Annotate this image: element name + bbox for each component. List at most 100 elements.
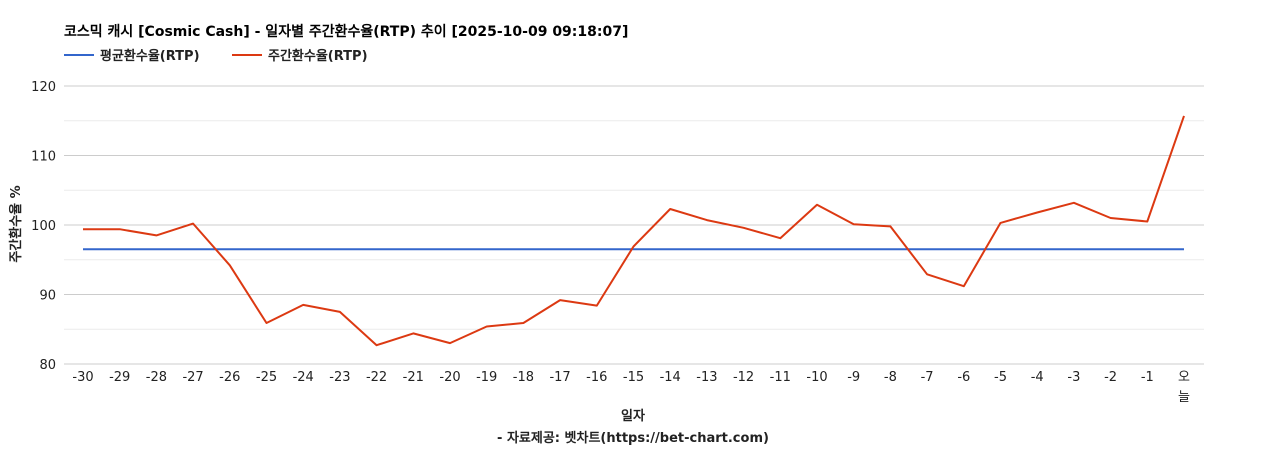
average-data-point[interactable] bbox=[1069, 244, 1079, 254]
weekly-data-point[interactable] bbox=[1142, 217, 1152, 227]
average-data-point[interactable] bbox=[1106, 244, 1116, 254]
series-line-weekly[interactable] bbox=[83, 115, 1185, 347]
weekly-data-point[interactable] bbox=[262, 318, 272, 328]
average-data-point[interactable] bbox=[262, 244, 272, 254]
x-tick-label: -16 bbox=[586, 370, 607, 385]
weekly-data-point[interactable] bbox=[922, 269, 932, 279]
average-data-point[interactable] bbox=[959, 244, 969, 254]
weekly-data-point[interactable] bbox=[592, 301, 602, 311]
weekly-data-point[interactable] bbox=[849, 219, 859, 229]
average-data-point[interactable] bbox=[812, 244, 822, 254]
average-data-point[interactable] bbox=[1179, 244, 1189, 254]
x-tick-label: -6 bbox=[957, 370, 970, 385]
average-data-point[interactable] bbox=[1142, 244, 1152, 254]
average-data-point[interactable] bbox=[408, 244, 418, 254]
average-data-point[interactable] bbox=[996, 244, 1006, 254]
x-tick-label: -19 bbox=[476, 370, 497, 385]
weekly-data-point[interactable] bbox=[482, 321, 492, 331]
weekly-data-point[interactable] bbox=[775, 233, 785, 243]
x-tick-label: -22 bbox=[366, 370, 387, 385]
x-tick-label: -14 bbox=[660, 370, 681, 385]
x-axis-title: 일자 bbox=[621, 409, 645, 424]
average-data-point[interactable] bbox=[775, 244, 785, 254]
x-axis-ticks: -30 -29 -28 -27 -26 -25 -24 -23 -22 -21 -20 -19 -18-… bbox=[72, 370, 1190, 405]
average-data-point[interactable] bbox=[885, 244, 895, 254]
x-tick-label: -18 bbox=[513, 370, 534, 385]
weekly-data-point[interactable] bbox=[1032, 207, 1042, 217]
weekly-data-point[interactable] bbox=[629, 242, 639, 252]
average-data-point[interactable] bbox=[151, 244, 161, 254]
weekly-data-point[interactable] bbox=[812, 200, 822, 210]
x-tick-label: -11 bbox=[770, 370, 791, 385]
data-credit: - 자료제공: 벳차트(https://bet-chart.com) bbox=[497, 430, 769, 446]
weekly-data-point[interactable] bbox=[702, 215, 712, 225]
x-tick-label: -10 bbox=[806, 370, 827, 385]
legend-item-average[interactable]: 평균환수율(RTP) bbox=[64, 48, 200, 64]
weekly-data-point[interactable] bbox=[885, 221, 895, 231]
average-data-point[interactable] bbox=[372, 244, 382, 254]
x-tick-label: -9 bbox=[847, 370, 860, 385]
x-tick-label: -21 bbox=[403, 370, 424, 385]
weekly-data-point[interactable] bbox=[1179, 111, 1189, 121]
weekly-data-point[interactable] bbox=[298, 300, 308, 310]
weekly-data-point[interactable] bbox=[151, 230, 161, 240]
gridlines bbox=[64, 85, 1204, 365]
x-tick-label: -7 bbox=[921, 370, 934, 385]
average-data-point[interactable] bbox=[445, 244, 455, 254]
x-tick-label: -3 bbox=[1067, 370, 1080, 385]
weekly-data-point[interactable] bbox=[518, 318, 528, 328]
legend-item-weekly[interactable]: 주간환수율(RTP) bbox=[232, 48, 368, 64]
average-data-point[interactable] bbox=[1032, 244, 1042, 254]
legend-label-average: 평균환수율(RTP) bbox=[100, 48, 200, 64]
average-data-point[interactable] bbox=[482, 244, 492, 254]
x-tick-label: -2 bbox=[1104, 370, 1117, 385]
average-data-point[interactable] bbox=[188, 244, 198, 254]
average-data-point[interactable] bbox=[665, 244, 675, 254]
x-tick-label: -26 bbox=[219, 370, 240, 385]
weekly-data-point[interactable] bbox=[372, 340, 382, 350]
weekly-data-point[interactable] bbox=[335, 307, 345, 317]
weekly-data-point[interactable] bbox=[188, 219, 198, 229]
weekly-data-point[interactable] bbox=[78, 224, 88, 234]
x-tick-label: -20 bbox=[439, 370, 460, 385]
weekly-data-point[interactable] bbox=[665, 204, 675, 214]
weekly-data-point[interactable] bbox=[408, 328, 418, 338]
x-tick-label: -30 bbox=[72, 370, 93, 385]
x-tick-label: -15 bbox=[623, 370, 644, 385]
x-tick-label: -13 bbox=[696, 370, 717, 385]
y-axis-title: 주간환수율 % bbox=[8, 185, 24, 262]
average-data-point[interactable] bbox=[922, 244, 932, 254]
y-axis-ticks: 80 90 100 110 120 bbox=[31, 80, 56, 373]
weekly-data-point[interactable] bbox=[225, 260, 235, 270]
series-layer bbox=[78, 111, 1189, 350]
y-tick-label: 90 bbox=[39, 289, 56, 304]
average-data-point[interactable] bbox=[298, 244, 308, 254]
weekly-data-point[interactable] bbox=[1069, 198, 1079, 208]
weekly-data-point[interactable] bbox=[115, 224, 125, 234]
average-data-point[interactable] bbox=[702, 244, 712, 254]
x-tick-label: -17 bbox=[549, 370, 570, 385]
weekly-data-point[interactable] bbox=[1106, 213, 1116, 223]
weekly-data-point[interactable] bbox=[739, 223, 749, 233]
average-data-point[interactable] bbox=[335, 244, 345, 254]
weekly-data-point[interactable] bbox=[445, 338, 455, 348]
y-tick-label: 80 bbox=[39, 358, 56, 373]
legend-label-weekly: 주간환수율(RTP) bbox=[268, 48, 368, 64]
average-data-point[interactable] bbox=[849, 244, 859, 254]
weekly-data-point[interactable] bbox=[555, 295, 565, 305]
y-tick-label: 100 bbox=[31, 219, 56, 234]
x-tick-label: -27 bbox=[182, 370, 203, 385]
weekly-data-point[interactable] bbox=[959, 281, 969, 291]
average-data-point[interactable] bbox=[739, 244, 749, 254]
average-data-point[interactable] bbox=[115, 244, 125, 254]
weekly-data-point[interactable] bbox=[996, 218, 1006, 228]
x-tick-label: -28 bbox=[146, 370, 167, 385]
x-tick-label: -25 bbox=[256, 370, 277, 385]
average-data-point[interactable] bbox=[555, 244, 565, 254]
average-data-point[interactable] bbox=[592, 244, 602, 254]
average-data-point[interactable] bbox=[225, 244, 235, 254]
average-data-point[interactable] bbox=[78, 244, 88, 254]
average-data-point[interactable] bbox=[518, 244, 528, 254]
